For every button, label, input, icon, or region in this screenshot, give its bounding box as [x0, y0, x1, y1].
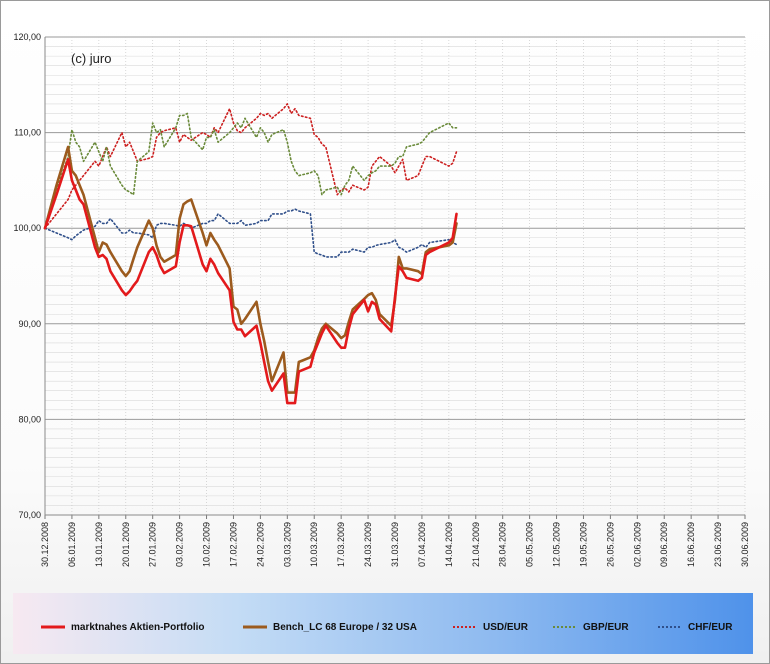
legend-item-gbp: GBP/EUR — [553, 620, 629, 634]
legend-label-usd: USD/EUR — [483, 621, 529, 633]
x-tick-label: 06.01.2009 — [67, 522, 77, 567]
legend-swatch-portfolio — [41, 625, 65, 629]
x-tick-label: 26.05.2009 — [605, 522, 615, 567]
x-tick-label: 03.02.2009 — [175, 522, 185, 567]
x-tick-label: 24.02.2009 — [255, 522, 265, 567]
series-line-gbp — [44, 112, 458, 229]
vertical-gridlines — [44, 37, 746, 519]
legend-label-gbp: GBP/EUR — [583, 621, 629, 633]
legend-swatch-gbp — [553, 626, 577, 628]
x-tick-label: 30.06.2009 — [740, 522, 750, 567]
x-tick-label: 24.03.2009 — [363, 522, 373, 567]
x-tick-label: 10.03.2009 — [309, 522, 319, 567]
x-tick-label: 03.03.2009 — [282, 522, 292, 567]
legend-item-usd: USD/EUR — [453, 620, 528, 634]
x-tick-label: 17.03.2009 — [336, 522, 346, 567]
legend: marktnahes Aktien-Portfolio Bench_LC 68 … — [13, 593, 753, 654]
legend-swatch-usd — [453, 626, 477, 628]
watermark: (c) juro — [71, 51, 111, 66]
x-tick-label: 23.06.2009 — [713, 522, 723, 567]
x-tick-label: 20.01.2009 — [121, 522, 131, 567]
y-tick-label: 70,00 — [18, 510, 41, 520]
series-lines — [43, 103, 458, 405]
y-tick-labels: 70,00 80,00 90,00 100,00 110,00 120,00 — [13, 32, 41, 520]
x-tick-label: 21.04.2009 — [471, 522, 481, 567]
y-tick-label: 120,00 — [13, 32, 41, 42]
x-tick-label: 02.06.2009 — [632, 522, 642, 567]
x-tick-label: 10.02.2009 — [202, 522, 212, 567]
legend-item-portfolio: marktnahes Aktien-Portfolio — [41, 620, 205, 634]
legend-item-bench: Bench_LC 68 Europe / 32 USA — [243, 620, 417, 634]
x-tick-label: 07.04.2009 — [417, 522, 427, 567]
series-line-portfolio — [43, 158, 458, 405]
legend-swatch-bench — [243, 625, 267, 629]
line-chart: 70,00 80,00 90,00 100,00 110,00 120,00 30.12.… — [13, 32, 750, 567]
legend-label-chf: CHF/EUR — [688, 621, 733, 633]
x-tick-label: 27.01.2009 — [148, 522, 158, 567]
x-tick-label: 13.01.2009 — [94, 522, 104, 567]
x-tick-label: 09.06.2009 — [659, 522, 669, 567]
legend-label-bench: Bench_LC 68 Europe / 32 USA — [273, 621, 417, 633]
legend-item-chf: CHF/EUR — [658, 620, 732, 634]
x-tick-label: 31.03.2009 — [390, 522, 400, 567]
axes — [44, 37, 745, 516]
y-tick-label: 100,00 — [13, 223, 41, 233]
x-tick-label: 16.06.2009 — [686, 522, 696, 567]
y-tick-label: 90,00 — [18, 319, 41, 329]
x-tick-label: 17.02.2009 — [228, 522, 238, 567]
legend-label-portfolio: marktnahes Aktien-Portfolio — [71, 621, 205, 633]
x-tick-label: 19.05.2009 — [578, 522, 588, 567]
legend-swatch-chf — [658, 626, 682, 628]
x-tick-label: 28.04.2009 — [498, 522, 508, 567]
x-tick-label: 30.12.2008 — [40, 522, 50, 567]
y-tick-label: 80,00 — [18, 414, 41, 424]
series-line-usd — [44, 103, 458, 229]
y-tick-label: 110,00 — [14, 128, 41, 138]
series-line-chf — [44, 208, 458, 258]
x-tick-label: 14.04.2009 — [444, 522, 454, 567]
x-tick-label: 05.05.2009 — [525, 522, 535, 567]
x-tick-labels: 30.12.2008 06.01.2009 13.01.2009 20.01.2009… — [40, 522, 750, 567]
x-tick-label: 12.05.2009 — [552, 522, 562, 567]
